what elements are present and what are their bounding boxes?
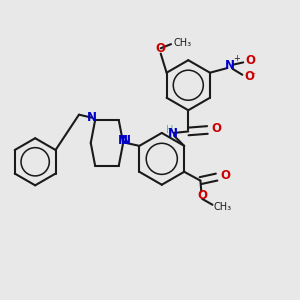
Text: O: O (245, 70, 255, 83)
Text: CH₃: CH₃ (174, 38, 192, 48)
Text: O: O (246, 53, 256, 67)
Text: ⁻: ⁻ (250, 71, 255, 81)
Text: N: N (168, 127, 178, 140)
Text: N: N (87, 111, 97, 124)
Text: N: N (225, 59, 235, 72)
Text: H: H (166, 125, 173, 135)
Text: O: O (212, 122, 221, 135)
Text: N: N (118, 134, 128, 147)
Text: O: O (197, 189, 207, 203)
Text: +: + (233, 54, 240, 63)
Text: N: N (121, 134, 131, 147)
Text: O: O (221, 169, 231, 182)
Text: O: O (156, 42, 166, 55)
Text: CH₃: CH₃ (214, 202, 232, 212)
